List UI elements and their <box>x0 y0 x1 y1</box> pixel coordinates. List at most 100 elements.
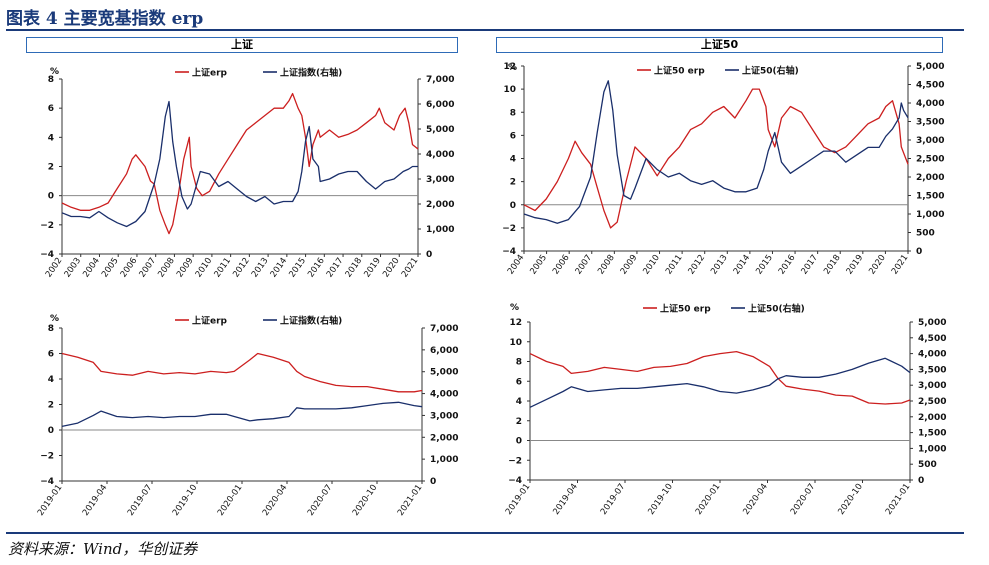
left-tick-label: 4 <box>510 155 516 165</box>
right-tick-label: 1,000 <box>430 455 458 465</box>
right-tick-label: 5,000 <box>430 368 458 378</box>
right-tick-label: 1,000 <box>918 444 946 454</box>
left-tick-label: −2 <box>508 456 522 466</box>
left-tick-label: 8 <box>48 75 54 85</box>
right-tick-label: 5,000 <box>916 62 944 72</box>
index-series-line <box>529 357 911 408</box>
x-tick-label: 2019-07 <box>599 482 628 517</box>
left-tick-label: 0 <box>516 437 522 447</box>
panel-title-right: 上证50 <box>496 37 943 53</box>
legend-label: 上证50 erp <box>660 303 711 315</box>
right-tick-label: 4,000 <box>426 150 454 160</box>
figure-title: 图表 4 主要宽基指数 erp <box>6 9 204 29</box>
left-tick-label: 2 <box>516 417 522 427</box>
right-tick-label: 3,000 <box>426 175 454 185</box>
left-tick-label: −2 <box>502 224 516 234</box>
right-tick-label: 3,500 <box>918 365 946 375</box>
left-tick-label: 0 <box>48 192 54 202</box>
index-series-line <box>61 100 418 228</box>
right-tick-label: 6,000 <box>430 346 458 356</box>
left-tick-label: 10 <box>509 338 522 348</box>
left-tick-label: 10 <box>503 85 516 95</box>
erp-series-line <box>529 350 911 405</box>
index-series-line <box>61 401 423 428</box>
legend-label: 上证50(右轴) <box>742 65 799 77</box>
erp-series-line <box>61 92 419 235</box>
right-tick-label: 4,000 <box>916 99 944 109</box>
right-tick-label: 4,000 <box>430 390 458 400</box>
erp-series-line <box>61 352 423 393</box>
x-tick-label: 2021-01 <box>884 482 913 517</box>
left-tick-label: 4 <box>516 397 522 407</box>
right-tick-label: 2,000 <box>430 433 458 443</box>
right-tick-label: 0 <box>916 247 922 257</box>
right-tick-label: 2,000 <box>916 173 944 183</box>
left-tick-label: 4 <box>48 133 54 143</box>
right-tick-label: 3,500 <box>916 118 944 128</box>
left-tick-label: 2 <box>48 401 54 411</box>
right-tick-label: 5,000 <box>918 318 946 328</box>
right-tick-label: 2,000 <box>918 413 946 423</box>
right-tick-label: 1,500 <box>916 192 944 202</box>
left-tick-label: 0 <box>510 201 516 211</box>
left-tick-label: 6 <box>516 377 522 387</box>
legend-label: 上证50 erp <box>654 65 705 77</box>
left-tick-label: 12 <box>509 318 522 328</box>
right-tick-label: 0 <box>426 250 432 260</box>
left-tick-label: 12 <box>503 62 516 72</box>
right-tick-label: 4,500 <box>918 334 946 344</box>
legend-label: 上证指数(右轴) <box>280 67 342 79</box>
left-tick-label: −2 <box>40 221 54 231</box>
y-unit-label: % <box>510 303 519 313</box>
legend-label: 上证50(右轴) <box>748 303 805 315</box>
left-tick-label: 6 <box>510 131 516 141</box>
right-tick-label: 1,000 <box>426 225 454 235</box>
y-unit-label: % <box>50 67 59 77</box>
y-unit-label: % <box>50 314 59 324</box>
x-tick-label: 2019-04 <box>551 482 580 517</box>
x-tick-label: 2020-04 <box>741 482 770 517</box>
x-tick-label: 2020-07 <box>789 482 818 517</box>
right-tick-label: 500 <box>916 229 935 239</box>
right-tick-label: 1,000 <box>916 210 944 220</box>
right-tick-label: 2,500 <box>916 155 944 165</box>
left-tick-label: 8 <box>516 358 522 368</box>
legend-label: 上证erp <box>192 67 228 79</box>
right-tick-label: 0 <box>430 477 436 487</box>
right-tick-label: 500 <box>918 460 937 470</box>
x-tick-label: 2020-10 <box>836 482 865 517</box>
left-tick-label: −2 <box>40 452 54 462</box>
right-tick-label: 4,500 <box>916 81 944 91</box>
x-tick-label: 2020-01 <box>694 482 723 517</box>
y-unit-label: % <box>508 63 517 73</box>
right-tick-label: 4,000 <box>918 350 946 360</box>
right-tick-label: 6,000 <box>426 100 454 110</box>
right-tick-label: 7,000 <box>430 324 458 334</box>
left-tick-label: 8 <box>48 324 54 334</box>
left-tick-label: −4 <box>40 477 54 487</box>
left-tick-label: 6 <box>48 350 54 360</box>
panel-title-left: 上证 <box>26 37 458 53</box>
index-series-line <box>523 80 909 224</box>
right-tick-label: 0 <box>918 476 924 486</box>
left-tick-label: −4 <box>508 476 522 486</box>
right-tick-label: 5,000 <box>426 125 454 135</box>
x-tick-label: 2019-10 <box>646 482 675 517</box>
source-note: 资料来源：Wind，华创证券 <box>8 540 198 558</box>
right-tick-label: 2,500 <box>918 397 946 407</box>
left-tick-label: 0 <box>48 426 54 436</box>
left-tick-label: 2 <box>48 163 54 173</box>
bottom-rule <box>6 532 964 534</box>
top-rule <box>6 29 964 31</box>
left-tick-label: 8 <box>510 108 516 118</box>
legend-label: 上证指数(右轴) <box>280 315 342 327</box>
left-tick-label: 6 <box>48 104 54 114</box>
right-tick-label: 3,000 <box>430 411 458 421</box>
left-tick-label: −4 <box>502 247 516 257</box>
left-tick-label: 2 <box>510 178 516 188</box>
legend-label: 上证erp <box>192 315 228 327</box>
right-tick-label: 1,500 <box>918 429 946 439</box>
